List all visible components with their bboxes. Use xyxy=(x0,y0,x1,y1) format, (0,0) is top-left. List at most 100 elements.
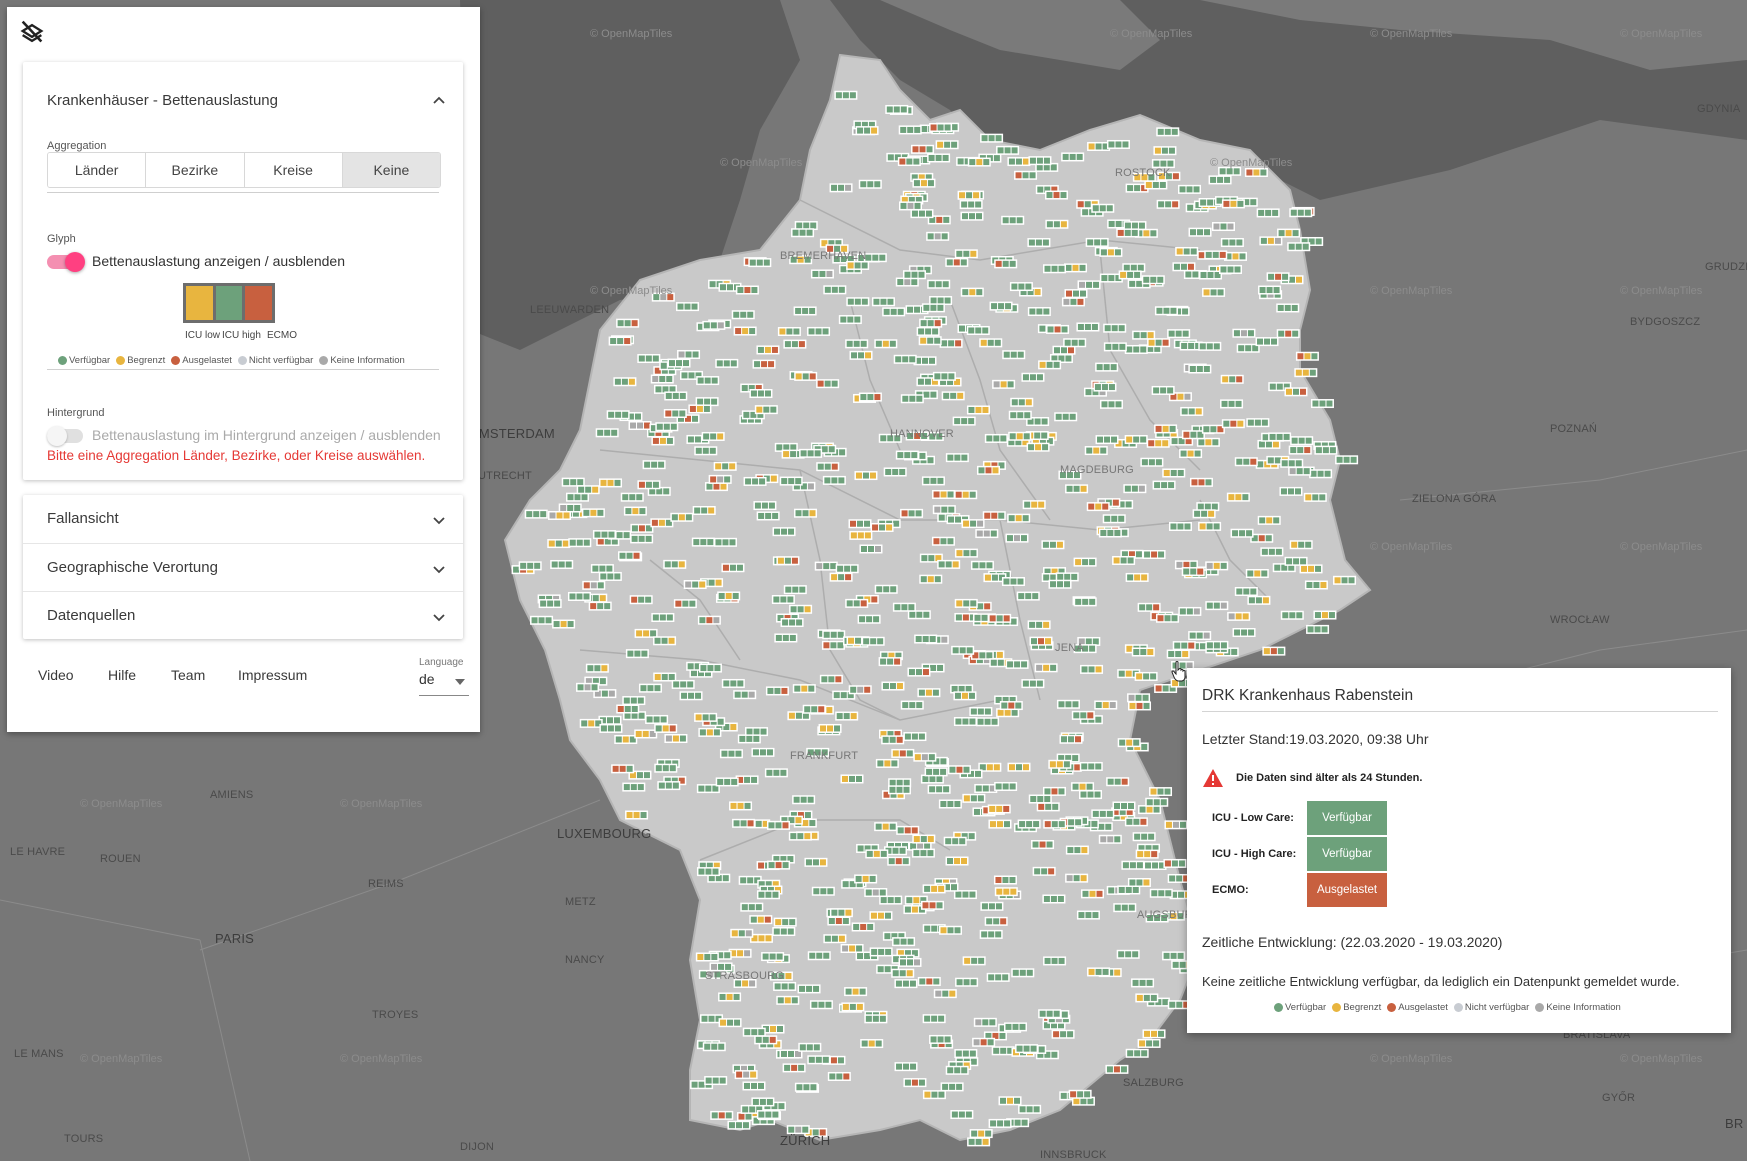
hospital-glyph[interactable] xyxy=(759,885,783,895)
hospital-glyph[interactable] xyxy=(789,810,813,820)
hospital-glyph[interactable] xyxy=(1132,832,1156,842)
hospital-glyph[interactable] xyxy=(1152,480,1176,490)
hospital-glyph[interactable] xyxy=(733,326,757,336)
hospital-glyph[interactable] xyxy=(1277,228,1301,238)
hospital-glyph[interactable] xyxy=(1021,372,1045,382)
hospital-glyph[interactable] xyxy=(1010,397,1034,407)
hospital-glyph[interactable] xyxy=(1135,993,1159,1003)
hospital-glyph[interactable] xyxy=(1172,262,1196,272)
hospital-glyph[interactable] xyxy=(912,178,936,188)
hospital-glyph[interactable] xyxy=(673,599,697,609)
hospital-glyph[interactable] xyxy=(884,846,908,856)
hospital-glyph[interactable] xyxy=(845,339,869,349)
hospital-glyph[interactable] xyxy=(1134,671,1158,681)
hospital-glyph[interactable] xyxy=(756,345,780,355)
hospital-glyph[interactable] xyxy=(1061,297,1085,307)
hospital-glyph[interactable] xyxy=(1202,287,1226,297)
hospital-glyph[interactable] xyxy=(908,265,932,275)
hospital-glyph[interactable] xyxy=(832,690,856,700)
hospital-glyph[interactable] xyxy=(1034,663,1058,673)
hospital-glyph[interactable] xyxy=(576,682,600,692)
hospital-glyph[interactable] xyxy=(980,901,1004,911)
hospital-glyph[interactable] xyxy=(765,686,789,696)
hospital-glyph[interactable] xyxy=(929,1034,953,1044)
hospital-glyph[interactable] xyxy=(941,391,965,401)
hospital-glyph[interactable] xyxy=(1257,439,1281,449)
hospital-glyph[interactable] xyxy=(1102,514,1126,524)
footer-link-team[interactable]: Team xyxy=(171,667,206,683)
hospital-glyph[interactable] xyxy=(1064,263,1088,273)
hospital-glyph[interactable] xyxy=(950,684,974,694)
hospital-glyph[interactable] xyxy=(749,933,773,943)
hospital-glyph[interactable] xyxy=(1007,513,1031,523)
hospital-glyph[interactable] xyxy=(1167,1000,1191,1010)
hospital-glyph[interactable] xyxy=(1314,445,1338,455)
hospital-glyph[interactable] xyxy=(979,929,1003,939)
hospital-glyph[interactable] xyxy=(1099,273,1123,283)
hospital-glyph[interactable] xyxy=(1142,1029,1166,1039)
hospital-glyph[interactable] xyxy=(1065,873,1089,883)
hospital-glyph[interactable] xyxy=(966,325,990,335)
hospital-glyph[interactable] xyxy=(655,422,679,432)
hospital-glyph[interactable] xyxy=(860,1039,884,1049)
hospital-glyph[interactable] xyxy=(1178,184,1202,194)
hospital-glyph[interactable] xyxy=(1259,236,1283,246)
hospital-glyph[interactable] xyxy=(1155,429,1179,439)
hospital-glyph[interactable] xyxy=(1205,561,1229,571)
hospital-glyph[interactable] xyxy=(585,663,609,673)
hospital-glyph[interactable] xyxy=(848,519,872,529)
hospital-glyph[interactable] xyxy=(1076,910,1100,920)
hospital-glyph[interactable] xyxy=(955,977,979,987)
hospital-glyph[interactable] xyxy=(752,359,776,369)
hospital-glyph[interactable] xyxy=(756,890,780,900)
hospital-glyph[interactable] xyxy=(761,1024,785,1034)
hospital-glyph[interactable] xyxy=(629,595,653,605)
hospital-glyph[interactable] xyxy=(1268,382,1292,392)
hospital-glyph[interactable] xyxy=(663,409,687,419)
hospital-glyph[interactable] xyxy=(865,849,889,859)
hospital-glyph[interactable] xyxy=(1123,221,1147,231)
hospital-glyph[interactable] xyxy=(696,867,720,877)
hospital-glyph[interactable] xyxy=(1141,275,1165,285)
hospital-glyph[interactable] xyxy=(954,249,978,259)
hospital-glyph[interactable] xyxy=(874,822,898,832)
hospital-glyph[interactable] xyxy=(869,911,893,921)
hospital-glyph[interactable] xyxy=(855,126,879,136)
hospital-glyph[interactable] xyxy=(773,917,797,927)
hospital-glyph[interactable] xyxy=(1005,533,1029,543)
hospital-glyph[interactable] xyxy=(1137,1038,1161,1048)
hospital-glyph[interactable] xyxy=(960,287,984,297)
hospital-glyph[interactable] xyxy=(595,428,619,438)
hospital-glyph[interactable] xyxy=(654,763,678,773)
hospital-glyph[interactable] xyxy=(988,1118,1012,1128)
hospital-glyph[interactable] xyxy=(1154,306,1178,316)
hospital-glyph[interactable] xyxy=(1083,387,1107,397)
hospital-glyph[interactable] xyxy=(792,481,816,491)
hospital-glyph[interactable] xyxy=(1151,385,1175,395)
hospital-glyph[interactable] xyxy=(844,987,868,997)
hospital-glyph[interactable] xyxy=(737,734,761,744)
hospital-glyph[interactable] xyxy=(1145,797,1169,807)
hospital-glyph[interactable] xyxy=(735,285,759,295)
hospital-glyph[interactable] xyxy=(849,530,873,540)
hospital-glyph[interactable] xyxy=(1146,438,1170,448)
hospital-glyph[interactable] xyxy=(883,467,907,477)
hospital-glyph[interactable] xyxy=(1106,139,1130,149)
hospital-glyph[interactable] xyxy=(1117,885,1141,895)
hospital-glyph[interactable] xyxy=(715,777,739,787)
hospital-glyph[interactable] xyxy=(991,1046,1015,1056)
aggregation-option-laender[interactable]: Länder xyxy=(48,153,147,187)
hospital-glyph[interactable] xyxy=(1221,199,1245,209)
hospital-glyph[interactable] xyxy=(713,537,737,547)
hospital-glyph[interactable] xyxy=(1044,190,1068,200)
hospital-glyph[interactable] xyxy=(1007,762,1031,772)
hospital-glyph[interactable] xyxy=(1288,466,1312,476)
hospital-glyph[interactable] xyxy=(881,681,905,691)
hospital-glyph[interactable] xyxy=(1303,492,1327,502)
hospital-glyph[interactable] xyxy=(819,238,843,248)
hospital-glyph[interactable] xyxy=(954,490,978,500)
footer-link-impressum[interactable]: Impressum xyxy=(238,667,308,683)
hospital-glyph[interactable] xyxy=(885,104,909,114)
hospital-glyph[interactable] xyxy=(1208,175,1232,185)
hospital-glyph[interactable] xyxy=(917,976,941,986)
